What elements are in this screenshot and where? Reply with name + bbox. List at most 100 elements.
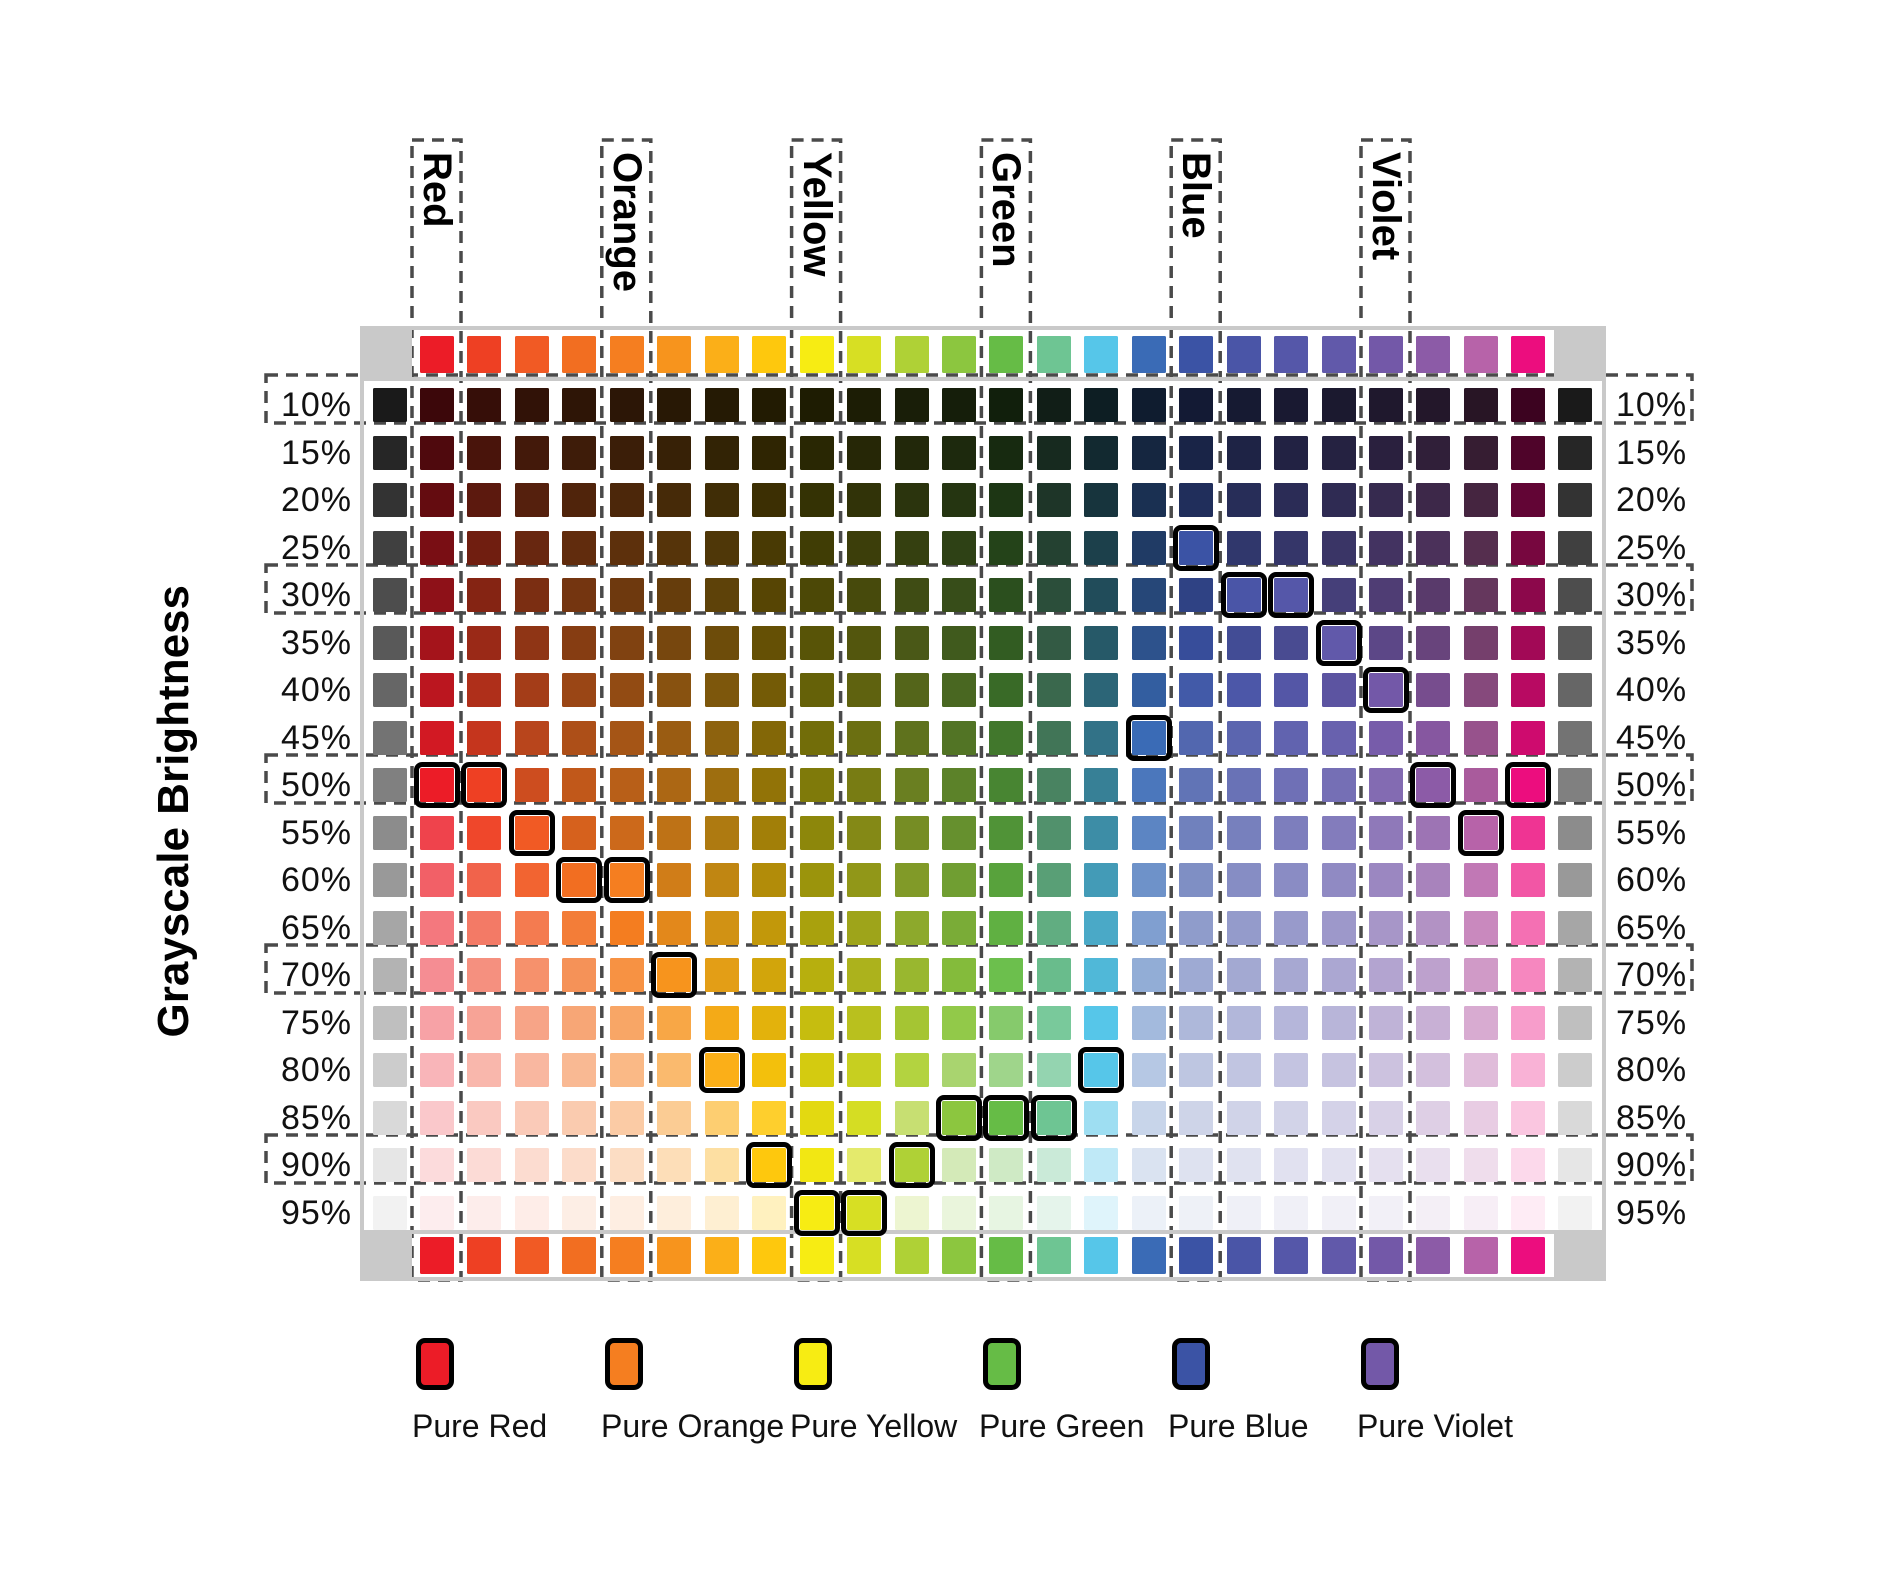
gray-cell-right xyxy=(1558,388,1592,422)
color-cell xyxy=(989,910,1024,945)
color-cell xyxy=(562,1005,597,1040)
color-cell xyxy=(1463,388,1498,422)
color-cell xyxy=(1463,720,1498,755)
color-cell xyxy=(1511,815,1546,850)
highlight-outline xyxy=(461,762,508,808)
color-cell xyxy=(799,435,834,470)
row-label-left: 80% xyxy=(280,1051,352,1089)
hue-cell-bottom xyxy=(1179,1237,1214,1274)
color-cell xyxy=(1131,958,1166,992)
color-cell xyxy=(894,673,929,707)
color-cell xyxy=(514,1053,549,1087)
color-cell xyxy=(894,958,929,992)
color-cell xyxy=(1321,910,1356,945)
gray-cell-right xyxy=(1558,910,1592,945)
color-cell xyxy=(1084,530,1119,565)
row-label-left: 35% xyxy=(280,623,352,662)
highlight-outline xyxy=(746,1142,793,1188)
color-cell xyxy=(467,673,502,707)
color-cell xyxy=(704,435,739,470)
color-cell xyxy=(1131,625,1166,660)
highlight-outline xyxy=(1410,762,1457,808)
color-cell xyxy=(1463,958,1498,992)
color-cell xyxy=(894,1100,929,1135)
color-cell xyxy=(1179,388,1214,422)
color-cell xyxy=(704,388,739,422)
color-cell xyxy=(799,388,834,422)
hue-cell-bottom xyxy=(1226,1237,1261,1274)
color-cell xyxy=(1274,910,1309,945)
highlight-outline xyxy=(1220,572,1267,618)
color-cell xyxy=(420,388,454,422)
color-cell xyxy=(467,815,502,850)
gray-cell-right xyxy=(1558,1148,1592,1182)
color-cell xyxy=(1369,910,1403,945)
color-cell xyxy=(657,815,692,850)
color-cell xyxy=(894,815,929,850)
color-cell xyxy=(420,768,454,802)
color-cell xyxy=(657,1005,692,1040)
color-cell xyxy=(1036,435,1071,470)
color-cell xyxy=(1463,1053,1498,1087)
color-cell xyxy=(1036,1148,1071,1182)
color-cell xyxy=(514,530,549,565)
color-cell xyxy=(989,1148,1024,1182)
color-cell xyxy=(1226,815,1261,850)
color-cell xyxy=(1416,815,1451,850)
color-cell xyxy=(514,483,549,517)
color-cell xyxy=(609,435,644,470)
row-label-left: 15% xyxy=(280,433,352,472)
color-cell xyxy=(941,435,976,470)
color-cell xyxy=(1321,483,1356,517)
highlight-outline xyxy=(983,1094,1030,1141)
color-cell xyxy=(989,578,1024,612)
hue-cell-bottom xyxy=(847,1237,882,1274)
color-cell xyxy=(514,720,549,755)
color-cell xyxy=(609,483,644,517)
color-cell xyxy=(420,435,454,470)
color-cell xyxy=(514,388,549,422)
hue-cell-top xyxy=(1511,336,1546,373)
color-cell xyxy=(1226,863,1261,897)
color-cell xyxy=(1511,1005,1546,1040)
corner-block xyxy=(1554,1230,1606,1281)
color-cell xyxy=(467,530,502,565)
color-cell xyxy=(657,1053,692,1087)
color-cell xyxy=(989,958,1024,992)
color-cell xyxy=(799,673,834,707)
color-cell xyxy=(894,625,929,660)
row-label-right: 95% xyxy=(1616,1193,1688,1232)
color-cell xyxy=(894,483,929,517)
color-cell xyxy=(1179,625,1214,660)
color-cell xyxy=(941,1053,976,1087)
gray-cell-right xyxy=(1558,530,1592,565)
color-cell xyxy=(752,388,787,422)
color-cell xyxy=(420,673,454,707)
color-cell xyxy=(989,1195,1024,1230)
color-cell xyxy=(1179,1100,1214,1135)
color-cell xyxy=(514,1148,549,1182)
color-cell xyxy=(1511,768,1546,802)
color-cell xyxy=(1321,578,1356,612)
hue-cell-top xyxy=(1084,336,1119,373)
color-cell xyxy=(1226,958,1261,992)
color-cell xyxy=(1416,720,1451,755)
color-cell xyxy=(1321,958,1356,992)
color-cell xyxy=(1369,958,1403,992)
color-cell xyxy=(799,1053,834,1087)
color-cell xyxy=(1369,435,1403,470)
color-cell xyxy=(941,673,976,707)
color-cell xyxy=(847,530,882,565)
gray-cell-right xyxy=(1558,578,1592,612)
color-cell xyxy=(847,720,882,755)
color-cell xyxy=(1321,388,1356,422)
color-cell xyxy=(1511,910,1546,945)
color-cell xyxy=(1226,910,1261,945)
row-label-right: 70% xyxy=(1616,956,1688,994)
color-cell xyxy=(894,1053,929,1087)
color-cell xyxy=(1131,1195,1166,1230)
row-label-right: 75% xyxy=(1616,1003,1688,1042)
color-cell xyxy=(1226,625,1261,660)
highlight-outline xyxy=(1173,524,1220,571)
color-cell xyxy=(1036,388,1071,422)
